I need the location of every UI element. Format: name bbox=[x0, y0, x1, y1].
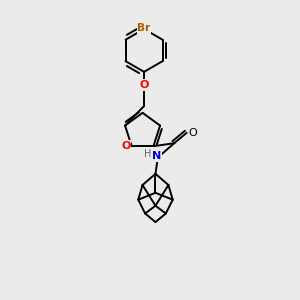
Text: O: O bbox=[140, 80, 149, 90]
Text: N: N bbox=[152, 151, 162, 161]
Text: Br: Br bbox=[137, 23, 151, 33]
Text: O: O bbox=[121, 141, 130, 151]
Text: O: O bbox=[189, 128, 198, 138]
Text: H: H bbox=[144, 149, 151, 159]
